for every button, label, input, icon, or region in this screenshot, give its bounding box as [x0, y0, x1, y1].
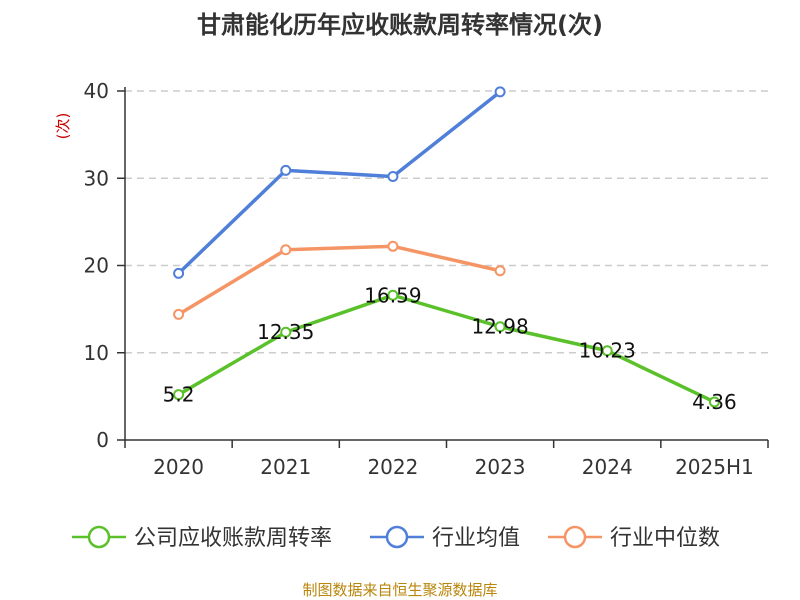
legend-item: 行业均值 — [370, 525, 520, 551]
data-point — [387, 171, 399, 183]
data-point — [494, 265, 506, 277]
data-label: 5.2 — [163, 383, 195, 407]
data-label: 10.23 — [579, 339, 636, 363]
y-tick-label: 0 — [96, 428, 109, 452]
data-point — [173, 308, 185, 320]
data-point — [494, 86, 506, 98]
y-tick-label: 10 — [84, 341, 109, 365]
legend-marker — [563, 525, 587, 549]
axes: 0 10 20 30 40 2020 2021 2022 2023 2024 2025H1 — [84, 79, 769, 479]
legend-label: 行业均值 — [432, 526, 520, 551]
data-label: 12.98 — [471, 315, 528, 339]
data-point — [494, 321, 506, 333]
data-point — [280, 326, 292, 338]
x-tick-label: 2024 — [582, 455, 633, 479]
series-group: 5.2 12.35 16.59 12.98 10.23 4.36 — [163, 86, 737, 414]
legend-label: 行业中位数 — [610, 526, 720, 551]
data-point — [280, 164, 292, 176]
data-point — [387, 289, 399, 301]
source-note: 制图数据来自恒生聚源数据库 — [302, 581, 497, 599]
legend-item: 行业中位数 — [548, 525, 720, 551]
x-tick-label: 2021 — [260, 455, 311, 479]
data-label: 16.59 — [364, 283, 421, 307]
series-line — [176, 293, 717, 404]
data-point — [173, 267, 185, 279]
data-label: 12.35 — [257, 320, 314, 344]
data-label: 4.36 — [692, 390, 737, 414]
series-line — [176, 244, 502, 317]
legend-item: 公司应收账款周转率 — [72, 525, 332, 551]
y-tick-label: 40 — [84, 79, 109, 103]
y-tick-label: 30 — [84, 166, 109, 190]
series-1 — [173, 86, 506, 279]
x-tick-label: 2020 — [153, 455, 204, 479]
chart-title: 甘肃能化历年应收账款周转率情况(次) — [197, 11, 603, 39]
legend-marker — [87, 525, 111, 549]
data-point — [280, 244, 292, 256]
grid-lines — [125, 90, 768, 354]
legend-marker — [385, 525, 409, 549]
x-tick-label: 2025H1 — [675, 455, 754, 479]
data-point — [708, 396, 720, 408]
x-tick-label: 2023 — [475, 455, 526, 479]
y-tick-label: 20 — [84, 254, 109, 278]
data-point — [173, 389, 185, 401]
y-axis-label: (次) — [54, 113, 72, 140]
data-point — [601, 345, 613, 357]
x-tick-label: 2022 — [367, 455, 418, 479]
series-2 — [173, 240, 506, 320]
data-point — [387, 240, 399, 252]
series-line — [176, 90, 502, 276]
legend: 公司应收账款周转率 行业均值 行业中位数 — [72, 525, 720, 551]
legend-label: 公司应收账款周转率 — [134, 526, 332, 551]
series-0: 5.2 12.35 16.59 12.98 10.23 4.36 — [163, 283, 737, 414]
